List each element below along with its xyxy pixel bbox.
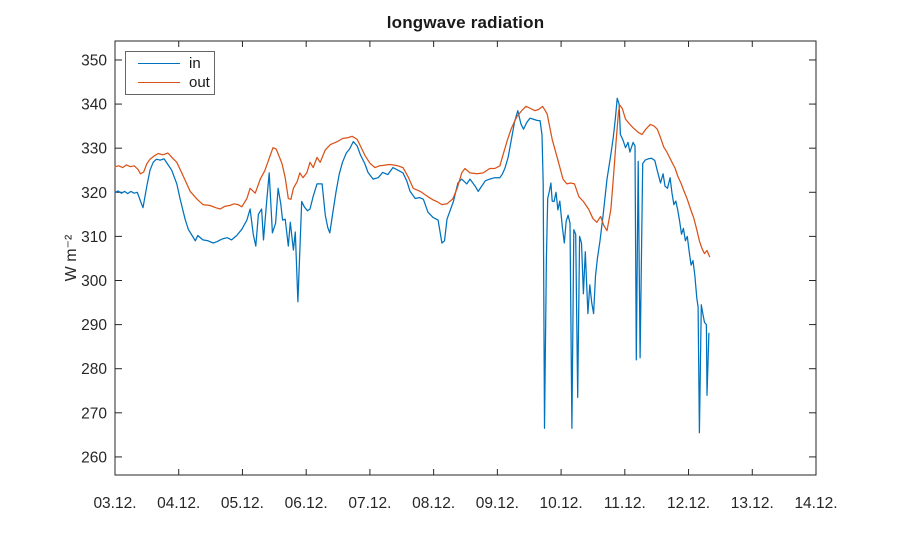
legend: in out: [125, 51, 215, 95]
y-tick-label: 350: [81, 52, 107, 69]
x-tick-label: 12.12.: [667, 495, 710, 512]
x-tick-label: 11.12.: [604, 495, 646, 512]
x-tick-label: 08.12.: [412, 495, 455, 512]
y-axis-label: W m⁻²: [63, 234, 80, 282]
x-tick-label: 09.12.: [476, 495, 519, 512]
series-in-line: [114, 97, 710, 434]
legend-line-sample-out: [138, 82, 180, 83]
x-tick-label: 14.12.: [794, 495, 837, 512]
x-tick-label: 07.12.: [348, 495, 391, 512]
legend-entry-in: in: [126, 56, 214, 71]
series-out-line: [114, 104, 711, 258]
x-tick-label: 13.12.: [731, 495, 774, 512]
x-tick-label: 06.12.: [285, 495, 328, 512]
x-tick-label: 04.12.: [157, 495, 200, 512]
axes-box: [114, 40, 817, 476]
legend-label-out: out: [189, 74, 210, 91]
y-tick-label: 320: [81, 185, 107, 202]
y-tick-label: 260: [81, 449, 107, 466]
x-tick-label: 03.12.: [93, 495, 136, 512]
legend-line-sample-in: [138, 63, 180, 64]
y-tick-label: 310: [81, 229, 107, 246]
x-tick-label: 10.12.: [540, 495, 583, 512]
legend-label-in: in: [189, 55, 201, 72]
x-tick-label: 05.12.: [221, 495, 264, 512]
y-tick-label: 330: [81, 141, 107, 158]
y-tick-label: 340: [81, 97, 107, 114]
chart-title: longwave radiation: [386, 13, 545, 32]
y-tick-label: 290: [81, 317, 107, 334]
y-tick-label: 270: [81, 405, 107, 422]
y-tick-label: 300: [81, 273, 107, 290]
legend-entry-out: out: [126, 75, 214, 90]
y-tick-label: 280: [81, 361, 107, 378]
